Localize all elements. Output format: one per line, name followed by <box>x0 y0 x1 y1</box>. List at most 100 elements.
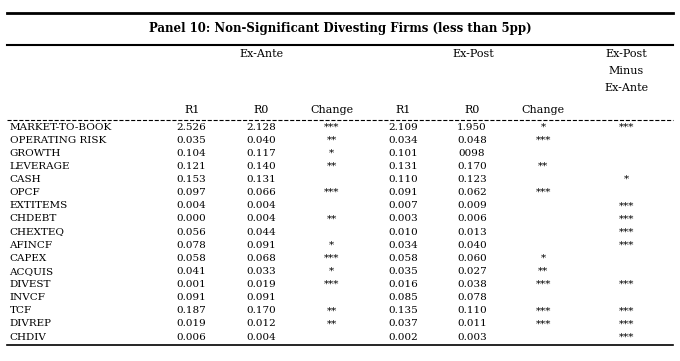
Text: GROWTH: GROWTH <box>10 149 61 158</box>
Text: 0.110: 0.110 <box>388 175 418 184</box>
Text: ***: *** <box>535 136 551 145</box>
Text: TCF: TCF <box>10 306 32 315</box>
Text: 2.109: 2.109 <box>388 123 418 131</box>
Text: 0.016: 0.016 <box>388 280 418 289</box>
Text: 0.056: 0.056 <box>177 227 207 236</box>
Text: ***: *** <box>535 280 551 289</box>
Text: ***: *** <box>619 319 634 329</box>
Text: ***: *** <box>619 280 634 289</box>
Text: 0.038: 0.038 <box>457 280 487 289</box>
Text: 0.006: 0.006 <box>457 214 487 223</box>
Text: 0.091: 0.091 <box>246 241 275 250</box>
Text: INVCF: INVCF <box>10 293 46 302</box>
Text: ***: *** <box>619 123 634 131</box>
Text: 0.097: 0.097 <box>177 188 207 197</box>
Text: Panel 10: Non-Significant Divesting Firms (less than 5pp): Panel 10: Non-Significant Divesting Firm… <box>149 22 531 35</box>
Text: 0.003: 0.003 <box>388 214 418 223</box>
Text: 0.013: 0.013 <box>457 227 487 236</box>
Text: LEVERAGE: LEVERAGE <box>10 162 70 171</box>
Text: 0.110: 0.110 <box>457 306 487 315</box>
Text: *: * <box>541 254 546 263</box>
Text: 0.010: 0.010 <box>388 227 418 236</box>
Text: 0.004: 0.004 <box>246 201 275 210</box>
Text: 0.037: 0.037 <box>388 319 418 329</box>
Text: 0.121: 0.121 <box>177 162 207 171</box>
Text: ***: *** <box>324 254 339 263</box>
Text: ***: *** <box>535 306 551 315</box>
Text: Ex-Post: Ex-Post <box>452 49 494 59</box>
Text: R0: R0 <box>253 105 269 115</box>
Text: Minus: Minus <box>609 66 644 76</box>
Text: 0.004: 0.004 <box>246 332 275 342</box>
Text: R0: R0 <box>464 105 480 115</box>
Text: **: ** <box>327 319 337 329</box>
Text: ***: *** <box>324 123 339 131</box>
Text: 0.101: 0.101 <box>388 149 418 158</box>
Text: 0.091: 0.091 <box>246 293 275 302</box>
Text: ***: *** <box>619 332 634 342</box>
Text: **: ** <box>538 267 548 276</box>
Text: 0.004: 0.004 <box>246 214 275 223</box>
Text: 0.002: 0.002 <box>388 332 418 342</box>
Text: 0.131: 0.131 <box>388 162 418 171</box>
Text: 0.007: 0.007 <box>388 201 418 210</box>
Text: 0.085: 0.085 <box>388 293 418 302</box>
Text: 0.170: 0.170 <box>457 162 487 171</box>
Text: AFINCF: AFINCF <box>10 241 52 250</box>
Text: 0.140: 0.140 <box>246 162 275 171</box>
Text: 0.104: 0.104 <box>177 149 207 158</box>
Text: 0.048: 0.048 <box>457 136 487 145</box>
Text: ACQUIS: ACQUIS <box>10 267 54 276</box>
Text: DIVEST: DIVEST <box>10 280 51 289</box>
Text: 0.011: 0.011 <box>457 319 487 329</box>
Text: ***: *** <box>619 306 634 315</box>
Text: **: ** <box>327 306 337 315</box>
Text: 0.131: 0.131 <box>246 175 275 184</box>
Text: 0.117: 0.117 <box>246 149 275 158</box>
Text: Ex-Post: Ex-Post <box>606 49 647 59</box>
Text: OPERATING RISK: OPERATING RISK <box>10 136 106 145</box>
Text: CAPEX: CAPEX <box>10 254 47 263</box>
Text: 0.078: 0.078 <box>177 241 207 250</box>
Text: 0.062: 0.062 <box>457 188 487 197</box>
Text: *: * <box>541 123 546 131</box>
Text: ***: *** <box>619 214 634 223</box>
Text: 0.153: 0.153 <box>177 175 207 184</box>
Text: CHEXTEQ: CHEXTEQ <box>10 227 65 236</box>
Text: **: ** <box>327 136 337 145</box>
Text: 0.003: 0.003 <box>457 332 487 342</box>
Text: 1.950: 1.950 <box>457 123 487 131</box>
Text: *: * <box>329 267 335 276</box>
Text: 0.019: 0.019 <box>177 319 207 329</box>
Text: 0.066: 0.066 <box>246 188 275 197</box>
Text: 0.000: 0.000 <box>177 214 207 223</box>
Text: 0.078: 0.078 <box>457 293 487 302</box>
Text: ***: *** <box>535 188 551 197</box>
Text: **: ** <box>327 214 337 223</box>
Text: R1: R1 <box>184 105 199 115</box>
Text: Change: Change <box>310 105 354 115</box>
Text: 0.170: 0.170 <box>246 306 275 315</box>
Text: 0.006: 0.006 <box>177 332 207 342</box>
Text: **: ** <box>327 162 337 171</box>
Text: ***: *** <box>324 188 339 197</box>
Text: 0.060: 0.060 <box>457 254 487 263</box>
Text: 2.526: 2.526 <box>177 123 207 131</box>
Text: ***: *** <box>619 241 634 250</box>
Text: 0.040: 0.040 <box>246 136 275 145</box>
Text: ***: *** <box>619 227 634 236</box>
Text: OPCF: OPCF <box>10 188 40 197</box>
Text: ***: *** <box>619 201 634 210</box>
Text: Change: Change <box>522 105 564 115</box>
Text: 0.187: 0.187 <box>177 306 207 315</box>
Text: DIVREP: DIVREP <box>10 319 52 329</box>
Text: 0.027: 0.027 <box>457 267 487 276</box>
Text: 0.012: 0.012 <box>246 319 275 329</box>
Text: 0.044: 0.044 <box>246 227 275 236</box>
Text: 0.040: 0.040 <box>457 241 487 250</box>
Text: CASH: CASH <box>10 175 41 184</box>
Text: 0.033: 0.033 <box>246 267 275 276</box>
Text: 0.041: 0.041 <box>177 267 207 276</box>
Text: 0.091: 0.091 <box>177 293 207 302</box>
Text: 0.058: 0.058 <box>388 254 418 263</box>
